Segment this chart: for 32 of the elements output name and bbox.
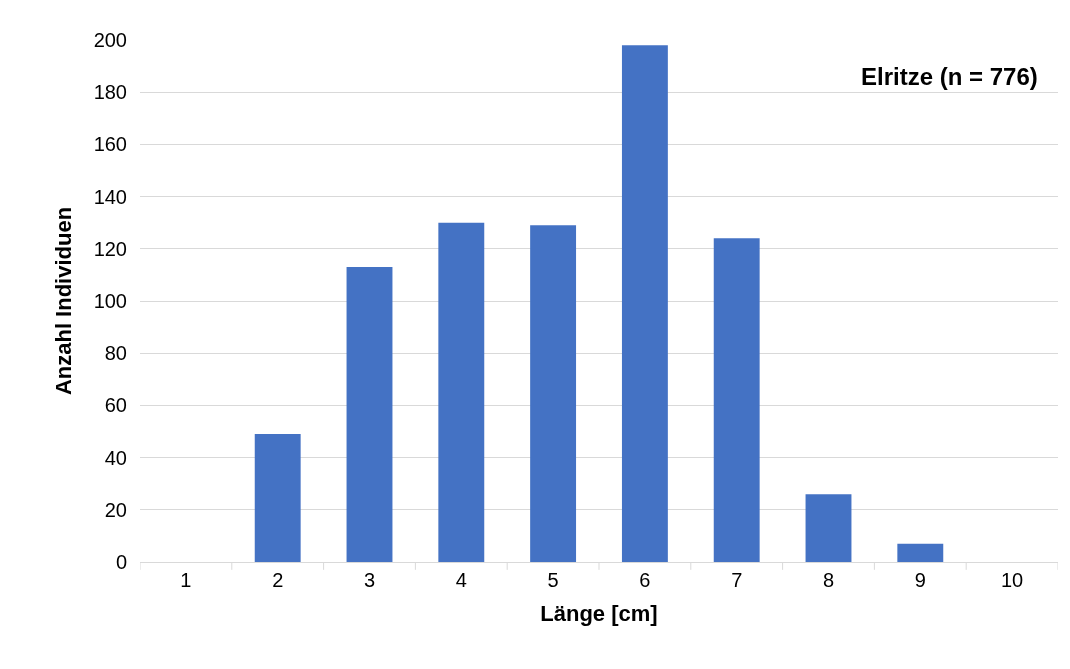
x-tick-label: 7 xyxy=(731,569,743,591)
y-tick-label: 60 xyxy=(104,394,127,417)
y-tick-label: 100 xyxy=(93,290,127,312)
x-tick-label: 2 xyxy=(272,569,284,591)
x-tick-label: 4 xyxy=(455,569,467,591)
y-tick-label: 20 xyxy=(104,498,127,521)
x-tick-label: 5 xyxy=(547,569,559,591)
x-axis-title: Länge [cm] xyxy=(540,600,658,626)
x-tick-label: 1 xyxy=(180,569,192,591)
y-tick-label: 120 xyxy=(93,237,127,260)
bar xyxy=(530,225,577,562)
y-tick-label: 200 xyxy=(93,29,127,51)
y-tick-label: 40 xyxy=(104,446,127,469)
x-tick-label: 6 xyxy=(639,569,651,591)
bar xyxy=(346,267,393,562)
bar xyxy=(713,238,760,562)
x-tick-label: 8 xyxy=(822,569,835,591)
bar xyxy=(805,494,852,562)
y-tick-label: 160 xyxy=(93,133,127,156)
bar xyxy=(621,45,668,562)
y-tick-label: 80 xyxy=(104,342,127,365)
bar xyxy=(897,543,944,562)
x-tick-label: 3 xyxy=(363,569,376,591)
y-tick-label: 180 xyxy=(93,81,127,104)
x-tick-label: 9 xyxy=(914,569,926,591)
annotation: Elritze (n = 776) xyxy=(861,63,1038,90)
bar xyxy=(438,222,485,562)
y-tick-label: 0 xyxy=(115,551,127,573)
y-tick-label: 140 xyxy=(93,185,127,208)
bar xyxy=(254,434,301,562)
x-tick-label: 10 xyxy=(1000,569,1024,591)
y-axis-title: Anzahl Individuen xyxy=(51,206,77,396)
